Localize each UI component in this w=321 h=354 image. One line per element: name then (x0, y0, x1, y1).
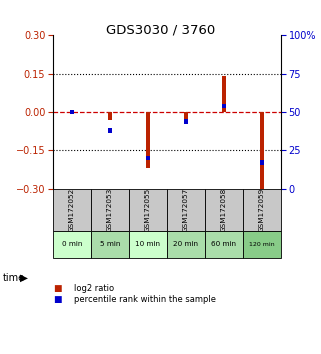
Bar (221, 76, 226, 112)
Text: 0 min: 0 min (62, 241, 82, 247)
Text: time: time (3, 273, 25, 283)
Text: ■: ■ (53, 284, 61, 293)
Text: GSM172059: GSM172059 (259, 188, 265, 232)
Bar (146, 156, 150, 160)
Text: 60 min: 60 min (212, 241, 236, 247)
Bar (243, 189, 281, 230)
Text: log2 ratio: log2 ratio (74, 284, 114, 293)
Bar (129, 230, 167, 258)
Bar (53, 189, 91, 230)
Bar (146, 112, 150, 168)
Text: 20 min: 20 min (173, 241, 198, 247)
Text: ▶: ▶ (20, 273, 28, 283)
Bar (221, 104, 226, 108)
Bar (91, 230, 129, 258)
Bar (260, 160, 264, 165)
Bar (167, 189, 205, 230)
Text: GSM172057: GSM172057 (183, 188, 189, 232)
Bar (70, 110, 74, 114)
Text: ■: ■ (53, 295, 61, 304)
Text: 5 min: 5 min (100, 241, 120, 247)
Text: percentile rank within the sample: percentile rank within the sample (74, 295, 216, 304)
Text: GSM172052: GSM172052 (69, 188, 75, 232)
Bar (129, 189, 167, 230)
Bar (91, 189, 129, 230)
Bar (184, 112, 188, 122)
Text: GSM172058: GSM172058 (221, 188, 227, 232)
Bar (184, 119, 188, 124)
Text: GSM172055: GSM172055 (145, 188, 151, 232)
Bar (53, 230, 91, 258)
Bar (108, 112, 112, 120)
Text: GSM172053: GSM172053 (107, 188, 113, 232)
Bar (205, 189, 243, 230)
Bar (205, 230, 243, 258)
Bar (243, 230, 281, 258)
Bar (260, 112, 264, 189)
Bar (108, 128, 112, 133)
Bar (167, 230, 205, 258)
Text: 120 min: 120 min (249, 242, 275, 247)
Text: GDS3030 / 3760: GDS3030 / 3760 (106, 23, 215, 36)
Text: 10 min: 10 min (135, 241, 160, 247)
